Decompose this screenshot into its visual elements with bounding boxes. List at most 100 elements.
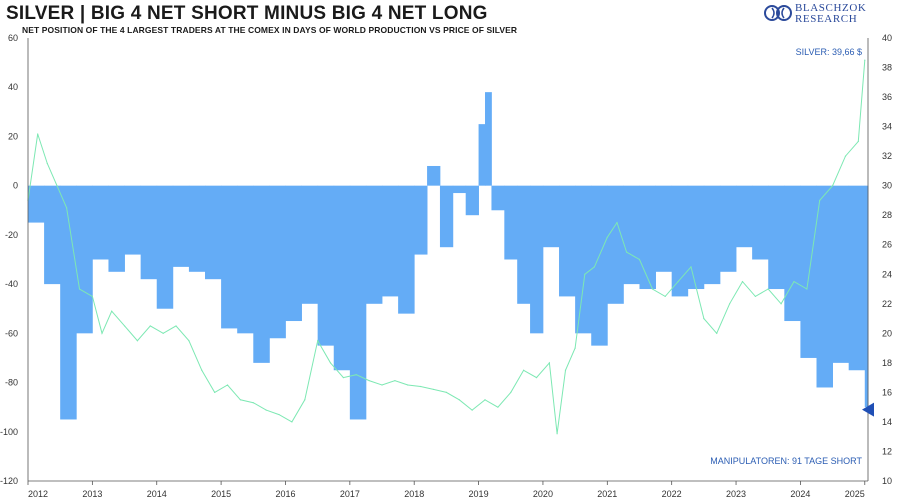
bar [76,185,93,334]
logo-line2: RESEARCH [795,13,858,25]
x-tick-label: 2014 [147,489,167,499]
line-point [46,162,48,165]
bar [517,185,531,304]
bar [768,185,785,290]
line-point [291,421,293,423]
line-point [767,288,769,290]
bar [108,185,125,272]
bar [655,185,673,272]
bar [452,185,467,194]
logo-text: BLASCHZOK RESEARCH [795,3,866,25]
bar [607,185,624,304]
bar [530,185,544,334]
x-tick-label: 2024 [790,489,810,499]
right-tick-label: 22 [882,299,892,309]
x-tick-label: 2015 [211,489,231,499]
left-tick-label: -100 [0,427,18,437]
bar [478,124,486,186]
right-tick-label: 40 [882,33,892,43]
line-point [111,310,113,312]
line-point [556,433,558,435]
line-point [162,332,164,334]
chart-subtitle: NET POSITION OF THE 4 LARGEST TRADERS AT… [22,25,518,35]
x-tick-label: 2012 [28,489,48,499]
left-tick-label: -20 [5,230,18,240]
bar [365,185,383,304]
bar [140,185,158,280]
left-tick-label: 0 [13,181,18,191]
line-point [729,303,731,305]
right-tick-label: 36 [882,92,892,102]
bar [639,185,656,290]
bar [237,185,254,334]
bar [439,185,454,248]
line-point [616,221,618,224]
line-point [564,369,567,371]
bar [491,185,505,211]
left-tick-label: 20 [8,131,18,141]
bar [848,185,866,371]
logo-line1: BLASCHZOK [795,2,867,14]
line-point [471,409,473,411]
bar [269,185,286,339]
x-tick-label: 2022 [662,489,682,499]
line-point [381,384,383,386]
x-tick-label: 2013 [82,489,102,499]
x-tick-label: 2021 [597,489,617,499]
bar [591,185,608,346]
line-point [638,258,641,261]
bar [542,185,560,248]
right-tick-label: 28 [882,210,892,220]
line-point [754,295,756,298]
left-tick-label: -60 [5,328,18,338]
right-tick-label: 20 [882,328,892,338]
right-tick-label: 26 [882,240,892,250]
line-point [716,332,718,334]
right-tick-label: 16 [882,387,892,397]
line-point [793,281,795,283]
right-tick-label: 14 [882,417,892,427]
left-tick-label: -80 [5,378,18,388]
bar [414,185,428,255]
left-tick-label: 40 [8,82,18,92]
bar [124,185,142,255]
line-point [806,288,808,290]
bar [172,185,190,267]
x-tick-label: 2017 [340,489,360,499]
bar [156,185,174,309]
left-tick-label: 60 [8,33,18,43]
left-tick-label: -120 [0,476,18,486]
current-position-marker [862,402,874,417]
line-point [407,384,409,386]
bar [349,185,367,420]
bar [752,185,769,260]
line-point [175,325,177,327]
bar [285,185,302,322]
bar [205,185,222,280]
bar [671,185,689,297]
line-point [136,340,139,342]
line-point [844,155,847,157]
line-point [101,332,103,334]
line-point [368,379,370,382]
right-tick-label: 34 [882,122,892,132]
x-tick-label: 2018 [404,489,424,499]
line-point [584,273,586,275]
bar [575,185,592,334]
line-point [535,377,538,379]
line-point [278,413,280,416]
line-point [394,379,396,382]
axis-labels: 60 40 20 0 -20 -40 -60 -80 -100 -120 40 38 36 34 32 30 2… [0,33,892,499]
line-point [317,340,319,342]
right-tick-label: 32 [882,151,892,161]
right-tick-label: 24 [882,269,892,279]
right-tick-label: 12 [882,446,892,456]
line-point [239,399,242,401]
line-point [66,207,68,209]
manipulators-annotation: MANIPULATOREN: 91 TAGE SHORT [710,456,862,466]
x-tick-label: 2020 [533,489,553,499]
bar [864,185,869,408]
line-point [188,340,190,342]
line-point [78,288,81,290]
line-point [780,303,782,305]
